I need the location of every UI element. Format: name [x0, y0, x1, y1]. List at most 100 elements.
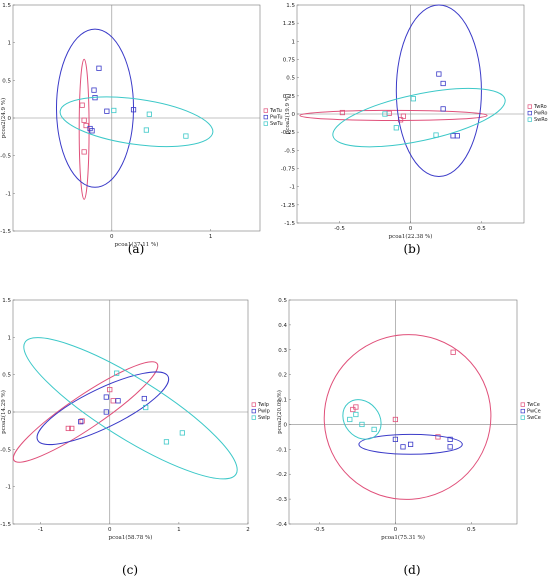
x-tick-label: 1 — [209, 234, 213, 240]
series-TwIp — [12, 361, 159, 463]
data-point-PwTu — [96, 65, 102, 71]
x-tick-label: -0.5 — [314, 527, 325, 533]
y-tick-label: -0.1 — [276, 447, 287, 453]
y-tick-label: -1.25 — [281, 203, 296, 209]
confidence-ellipse-PwRo — [395, 4, 482, 177]
legend-swatch-TwRo — [527, 104, 532, 109]
y-tick-label: 0 — [8, 116, 12, 122]
data-point-TwIp — [110, 398, 116, 404]
plot-frame — [288, 299, 518, 525]
data-point-TwIp — [69, 425, 75, 432]
y-tick-label: -1.5 — [284, 221, 295, 227]
y-tick-label: 1.25 — [283, 21, 296, 27]
legend-label-TwTu: TwTu — [269, 108, 282, 114]
legend-swatch-TwCe — [520, 402, 525, 407]
y-tick-labels: -1.5 -1.25 -1 -0.75 -0.5 -0.25 0 0.25 0.5 0.75 1 1.… — [281, 3, 299, 227]
legend-swatch-PwRo — [527, 110, 532, 116]
y-axis-label: pcoa2(20.09 %) — [276, 390, 283, 434]
data-point-TwTu — [81, 117, 87, 123]
y-tick-label: 0 — [284, 422, 288, 428]
data-point-SwRo — [393, 125, 399, 131]
series-SwTu — [59, 96, 214, 148]
confidence-ellipse-SwTu — [59, 96, 214, 148]
data-point-SwIp — [163, 439, 170, 445]
y-tick-label: -0.5 — [0, 154, 11, 160]
legend-label-SwIp: SwIp — [258, 415, 270, 421]
y-tick-label: 0.2 — [278, 373, 287, 379]
confidence-ellipse-PwIp — [36, 371, 170, 446]
y-tick-label: -1.5 — [0, 229, 11, 235]
x-tick-label: 0.5 — [467, 527, 476, 533]
legend-label-TwRo: TwRo — [533, 104, 547, 110]
data-point-PwIp — [141, 395, 147, 402]
panel-label: (a) — [128, 242, 145, 256]
x-tick-labels: -0.5 0 0.5 — [334, 221, 486, 232]
y-tick-label: -0.2 — [276, 472, 287, 478]
data-point-TwRo — [386, 110, 392, 116]
legend-label-SwTu: SwTu — [270, 121, 283, 127]
data-point-SwCe — [347, 416, 353, 423]
confidence-ellipse-PwCe — [358, 433, 463, 455]
x-tick-label: 0 — [108, 527, 112, 533]
y-tick-label: -0.5 — [0, 447, 11, 453]
data-point-SwIp — [179, 430, 185, 436]
series-TwCe — [323, 334, 492, 500]
legend-label-SwCe: SwCe — [527, 415, 541, 421]
y-tick-label: 1.5 — [2, 3, 11, 9]
x-axis-label: pcoa1(75.31 %) — [381, 534, 425, 541]
data-point-SwIp — [114, 370, 120, 376]
data-point-SwCe — [353, 411, 359, 418]
y-tick-label: 1 — [8, 335, 12, 341]
series-PwIp — [36, 371, 170, 446]
chart-panel-d: -0.4 -0.3 -0.2 -0.1 0 0.1 0.2 0.3 0.4 0.5 -0.5 0 0.5… — [276, 298, 541, 577]
data-point-SwIp — [143, 404, 149, 411]
data-point-TwIp — [79, 418, 85, 424]
y-tick-label: -0.25 — [281, 130, 296, 136]
data-point-TwCe — [353, 404, 359, 410]
y-tick-label: 0.75 — [283, 58, 296, 64]
legend-swatch-TwTu — [263, 108, 268, 113]
legend-swatch-TwIp — [251, 402, 256, 407]
y-tick-label: -0.3 — [276, 497, 287, 503]
data-point-PwIp — [115, 398, 121, 404]
data-point-PwCe — [400, 444, 406, 450]
legend-label-PwTu: PwTu — [270, 115, 283, 121]
series-PwCe — [358, 433, 463, 455]
legend-swatch-PwTu — [263, 114, 268, 120]
panel-label: (d) — [403, 563, 420, 577]
x-tick-label: 0 — [110, 234, 114, 240]
data-point-PwCe — [392, 436, 399, 442]
y-tick-label: 1.5 — [286, 3, 295, 9]
x-tick-label: 0 — [409, 226, 413, 232]
data-point-TwTu — [83, 122, 89, 129]
data-point-TwIp — [107, 386, 113, 393]
series-SwCe — [342, 399, 382, 440]
x-tick-labels: -1 0 1 2 — [38, 522, 250, 533]
data-point-SwTu — [146, 111, 152, 117]
data-point-TwRo — [339, 109, 346, 116]
data-point-PwTu — [91, 87, 97, 93]
legend-swatch-SwCe — [520, 415, 525, 420]
y-axis-label: pcoa2(19.9 %) — [284, 94, 291, 134]
y-tick-labels: -0.4 -0.3 -0.2 -0.1 0 0.1 0.2 0.3 0.4 0.5 — [276, 298, 291, 528]
y-tick-label: 0 — [8, 410, 12, 416]
chart-panel-c: -1.5 -1 -0.5 0 0.5 1 1.5 -1 0 1 2 pcoa1(58.78 %) pco… — [0, 298, 270, 577]
data-point-TwCe — [435, 434, 441, 440]
y-tick-label: 1 — [292, 39, 296, 45]
legend-label-TwCe: TwCe — [526, 402, 540, 408]
legend-label-TwIp: TwIp — [257, 402, 269, 408]
y-tick-label: -0.75 — [281, 167, 296, 173]
y-tick-label: -1 — [6, 191, 11, 197]
confidence-ellipse-TwCe — [323, 334, 492, 500]
y-tick-label: 0.1 — [278, 398, 287, 404]
data-point-TwRo — [400, 113, 407, 119]
y-tick-labels: -1.5 -1 -0.5 0 0.5 1 1.5 — [0, 3, 15, 235]
x-axis-label: pcoa1(58.78 %) — [109, 534, 153, 541]
legend-label-SwRo: SwRo — [534, 117, 548, 123]
y-tick-label: -1.5 — [0, 522, 11, 528]
confidence-ellipse-SwRo — [332, 87, 506, 148]
